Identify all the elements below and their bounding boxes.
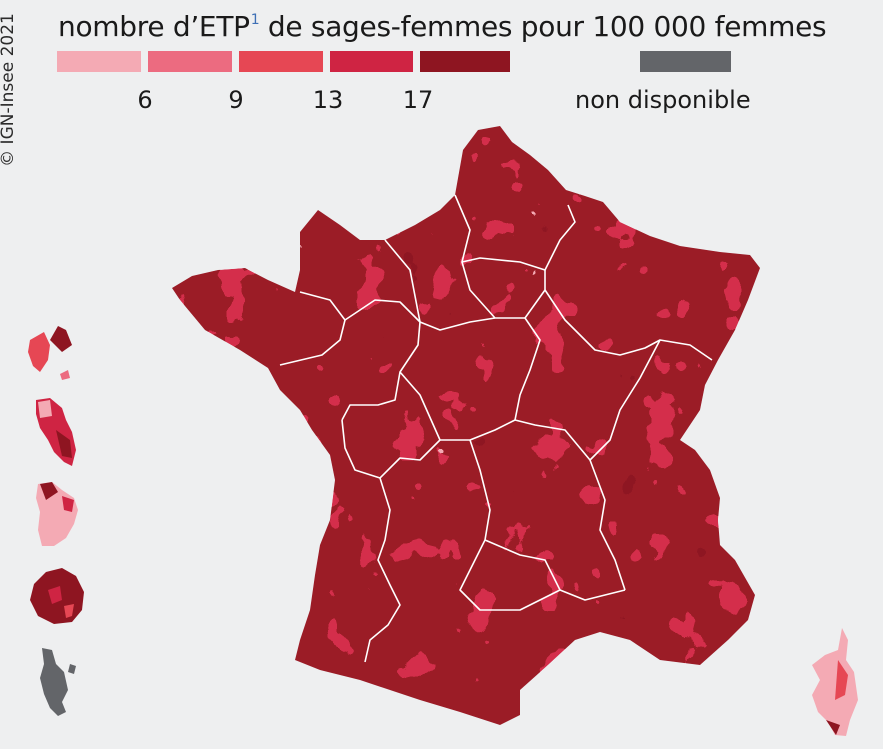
legend-swatch-na: [640, 51, 731, 72]
territory-la-reunion: [30, 568, 84, 624]
legend-title: nombre d’ETP1 de sages-femmes pour 100 0…: [58, 10, 827, 43]
guadeloupe-islet: [60, 370, 70, 380]
martinique-north: [38, 400, 52, 418]
territory-martinique: [36, 398, 76, 466]
reunion-south: [64, 604, 74, 618]
mayotte-petite-terre: [68, 664, 76, 674]
legend-title-suffix: de sages-femmes pour 100 000 femmes: [259, 10, 827, 43]
legend-swatch-class-1: [57, 51, 141, 72]
territory-guyane: [36, 482, 78, 546]
legend-na-label: non disponible: [575, 86, 751, 114]
guadeloupe-shape: [28, 332, 50, 372]
legend-threshold-2: 9: [228, 86, 244, 114]
legend-threshold-4: 17: [402, 86, 434, 114]
legend-swatch-class-5: [420, 51, 510, 72]
martinique-south: [56, 430, 72, 458]
territory-corsica: [812, 628, 858, 736]
corsica-patch-south: [826, 720, 840, 735]
legend-swatch-class-4: [330, 51, 413, 72]
guadeloupe-grande-terre: [50, 326, 72, 352]
mayotte-shape: [40, 648, 68, 716]
territory-guadeloupe: [28, 326, 72, 380]
corsica-patch: [835, 660, 848, 700]
corsica-shape: [812, 628, 858, 736]
metropolitan-france-shape: [172, 126, 760, 725]
reunion-interior: [48, 586, 62, 604]
guyane-coast: [40, 482, 58, 500]
footnote-marker: 1: [250, 12, 260, 28]
legend-threshold-3: 13: [312, 86, 344, 114]
guyane-east: [62, 496, 74, 512]
region-boundaries: [279, 194, 713, 663]
legend-threshold-1: 6: [137, 86, 153, 114]
legend-swatch-class-3: [239, 51, 323, 72]
territory-metropolitan-france: [172, 126, 760, 725]
territory-mayotte: [40, 648, 76, 716]
legend-title-prefix: nombre d’ETP: [58, 10, 250, 43]
legend-swatch-class-2: [148, 51, 232, 72]
